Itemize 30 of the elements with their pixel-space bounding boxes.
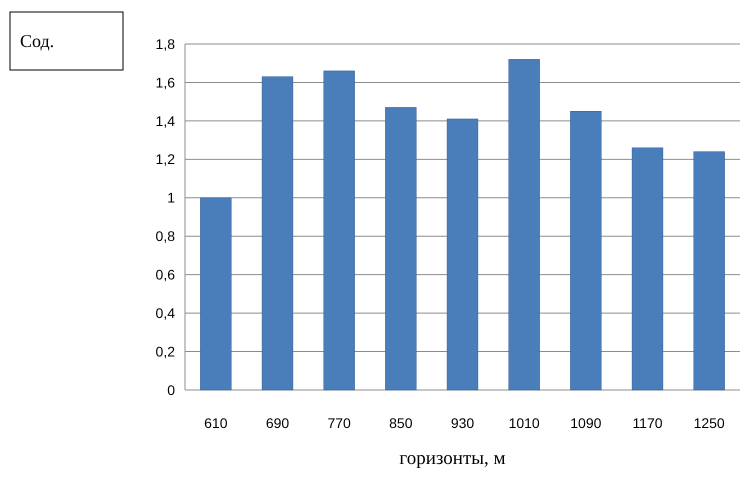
- x-tick-label: 1010: [508, 415, 540, 431]
- x-tick-label: 690: [266, 415, 290, 431]
- x-tick-label: 1090: [570, 415, 602, 431]
- x-tick-label: 930: [450, 415, 474, 431]
- bar: [694, 151, 725, 390]
- x-tick-label: 1250: [694, 415, 725, 431]
- bar: [632, 148, 664, 390]
- bar: [570, 111, 602, 390]
- x-tick-label: 610: [204, 415, 228, 431]
- y-tick-label: 1,6: [156, 74, 176, 90]
- y-tick-label: 1,4: [156, 112, 176, 129]
- y-tick-label: 1: [167, 190, 176, 206]
- bar: [262, 76, 294, 390]
- bar: [446, 118, 478, 390]
- text: Сод.: [20, 31, 54, 51]
- x-tick-label: 850: [389, 415, 413, 431]
- bar: [385, 107, 416, 390]
- x-tick-label: 770: [327, 415, 352, 431]
- bar: [508, 59, 540, 390]
- x-tick-label: 1170: [632, 415, 663, 431]
- y-tick-label: 0,4: [156, 305, 176, 322]
- x-axis-title: горизонты, м: [399, 448, 506, 469]
- y-tick-label: 0,2: [156, 343, 176, 360]
- y-tick-label: 0,8: [156, 228, 176, 244]
- bar: [324, 70, 355, 390]
- y-tick-label: 1,8: [156, 36, 176, 52]
- y-tick-label: 1,2: [156, 151, 176, 168]
- y-tick-label: 0,6: [156, 266, 176, 283]
- y-tick-label: 0: [167, 382, 176, 398]
- bar: [200, 198, 232, 390]
